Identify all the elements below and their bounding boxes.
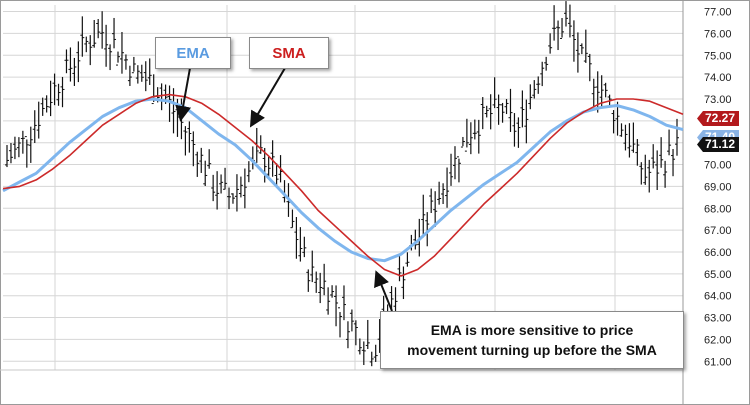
y-tick-label: 68.00: [704, 203, 732, 215]
y-tick-label: 73.00: [704, 94, 732, 106]
sma-callout-label: SMA: [272, 44, 306, 62]
ema-callout: EMA: [155, 37, 231, 69]
price-bars: [5, 1, 679, 367]
y-tick-label: 64.00: [704, 291, 732, 303]
y-tick-label: 77.00: [704, 7, 732, 19]
close-last-value-tag: 71.12: [697, 137, 740, 152]
ema-arrow: [175, 67, 191, 122]
sma-arrow: [249, 67, 286, 128]
y-axis-ticks: 77.0076.0075.0074.0073.0072.0071.0070.00…: [704, 7, 732, 369]
y-tick-label: 65.00: [704, 269, 732, 281]
y-tick-label: 76.00: [704, 28, 732, 40]
note-callout: EMA is more sensitive to price movement …: [380, 311, 684, 369]
note-line-2: movement turning up before the SMA: [407, 342, 657, 358]
y-tick-label: 74.00: [704, 72, 732, 84]
average-lines: [2, 93, 684, 277]
note-line-1: EMA is more sensitive to price: [430, 322, 634, 338]
annotation-arrows: [175, 67, 393, 312]
ema-callout-label: EMA: [176, 44, 210, 62]
y-tick-label: 61.00: [704, 356, 732, 368]
y-tick-label: 69.00: [704, 181, 732, 193]
ema-line: [2, 97, 684, 263]
sma-line: [2, 93, 684, 277]
y-tick-label: 63.00: [704, 313, 732, 325]
close-last-value: 71.12: [705, 137, 736, 151]
note-arrow: [374, 270, 393, 312]
y-tick-label: 70.00: [704, 160, 732, 172]
y-tick-label: 66.00: [704, 247, 732, 259]
y-tick-label: 75.00: [704, 50, 732, 62]
y-tick-label: 62.00: [704, 334, 732, 346]
sma-last-value-tag: 72.27: [697, 111, 740, 126]
sma-last-value: 72.27: [705, 111, 736, 125]
sma-callout: SMA: [249, 37, 329, 69]
y-tick-label: 67.00: [704, 225, 732, 237]
